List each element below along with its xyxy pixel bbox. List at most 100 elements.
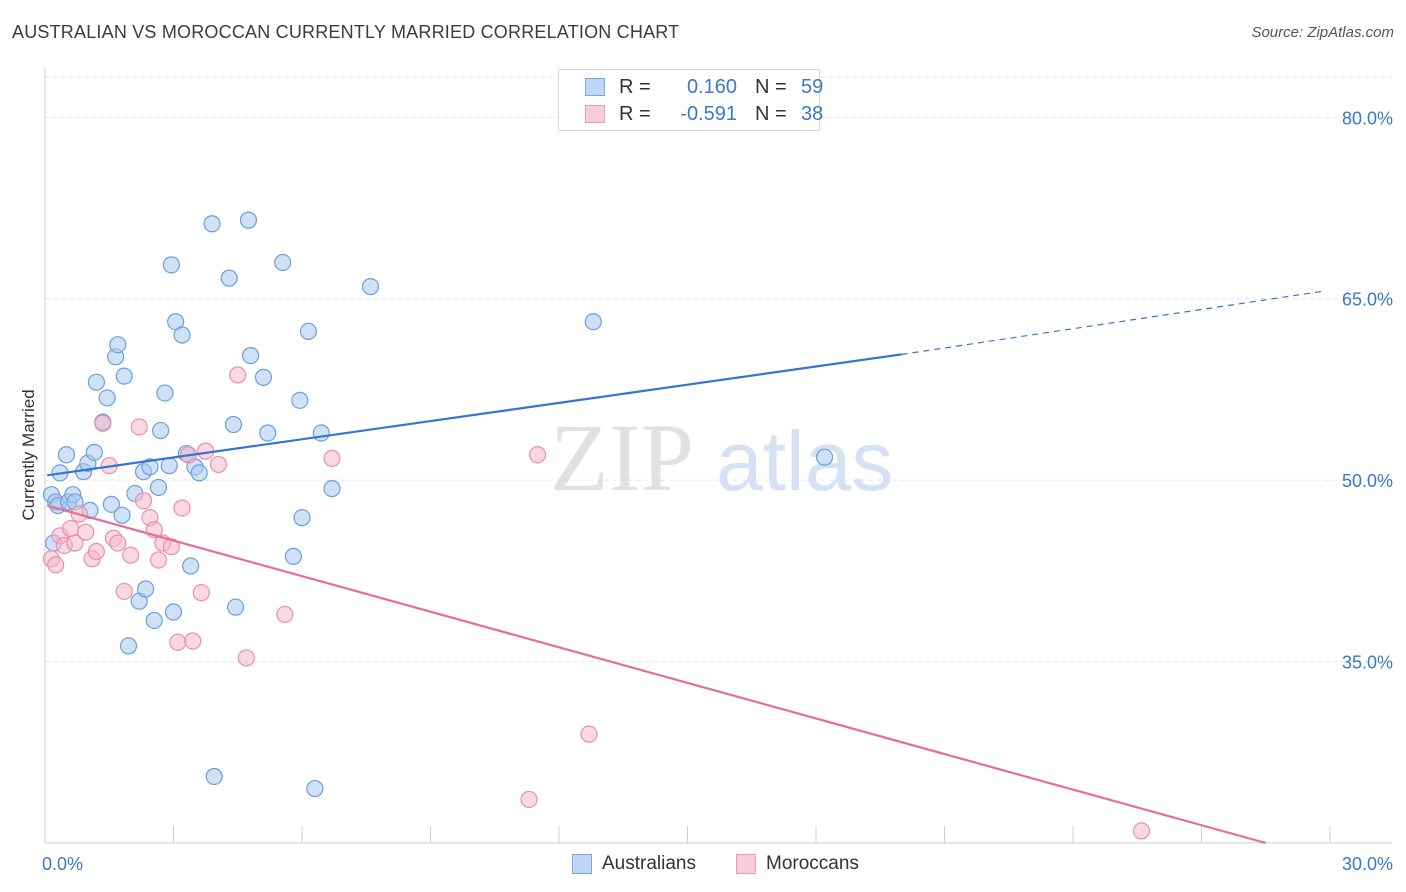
y-axis-label: Currently Married [19, 389, 38, 520]
point-australian [141, 458, 159, 476]
y-tick-label: 35.0% [1342, 653, 1393, 673]
point-australian [227, 598, 245, 616]
point-australian [160, 457, 178, 475]
point-australian [182, 557, 200, 575]
point-australian [323, 480, 341, 498]
point-australian [85, 443, 103, 461]
x-tick-label: 30.0% [1342, 854, 1393, 874]
point-moroccan [528, 446, 547, 464]
point-moroccan [229, 366, 247, 384]
point-moroccan [209, 455, 228, 474]
point-moroccan [47, 556, 65, 574]
point-moroccan [134, 492, 153, 510]
point-moroccan [77, 523, 95, 541]
point-australian [57, 446, 76, 464]
point-australian [815, 448, 834, 466]
point-australian [162, 256, 180, 274]
point-australian [312, 424, 330, 442]
legend-r-value: 0.160 [686, 75, 737, 98]
bottom-legend-swatch-pink [736, 854, 756, 874]
bottom-legend-australians: Australians [572, 852, 696, 876]
watermark-atlas: atlas [716, 414, 893, 508]
point-moroccan [115, 582, 133, 601]
point-australian [137, 580, 155, 598]
bottom-legend-label: Australians [602, 853, 696, 874]
point-moroccan [520, 790, 538, 809]
legend-n-value: 59 [801, 75, 824, 98]
point-australian [584, 313, 602, 331]
point-moroccan [169, 633, 187, 651]
point-australian [293, 509, 311, 527]
point-moroccan [192, 584, 210, 602]
point-australian [98, 389, 116, 407]
point-moroccan [130, 418, 148, 436]
grid-lines [45, 76, 1392, 663]
point-australian [145, 611, 163, 630]
legend-r-value: -0.591 [680, 102, 737, 125]
legend-n-value: 38 [801, 102, 824, 125]
point-australian [190, 464, 208, 482]
point-australian [119, 637, 138, 655]
legend-swatch-blue [585, 78, 605, 96]
trend-line-australians-extension [901, 290, 1322, 355]
point-australian [306, 779, 324, 798]
bottom-legend-swatch-blue [572, 854, 592, 874]
watermark: ZIP atlas [550, 404, 893, 511]
legend-swatch-pink [585, 105, 605, 123]
legend-n-label: N = [755, 75, 787, 98]
point-australian [156, 384, 174, 402]
point-australian [205, 767, 223, 786]
chart-title: AUSTRALIAN VS MOROCCAN CURRENTLY MARRIED… [12, 22, 680, 42]
bottom-legend-label: Moroccans [766, 853, 859, 874]
axes [44, 68, 1392, 844]
legend-row-australians: R = 0.160 N = 59 [585, 75, 823, 99]
point-moroccan [323, 449, 341, 467]
trend-lines [46, 290, 1322, 845]
point-moroccan [122, 546, 140, 564]
source-label: Source: ZipAtlas.com [1251, 24, 1394, 41]
point-moroccan [149, 551, 168, 569]
point-australian [284, 547, 303, 565]
series-australians [42, 211, 834, 798]
point-moroccan [276, 605, 294, 624]
trend-line-australians [46, 353, 902, 477]
bottom-legend-moroccans: Moroccans [736, 852, 859, 876]
legend-r-label: R = [619, 102, 651, 125]
point-moroccan [580, 725, 598, 743]
point-moroccan [162, 538, 180, 556]
point-australian [259, 424, 277, 442]
point-australian [115, 367, 133, 385]
x-tick-label: 0.0% [42, 854, 83, 874]
point-australian [149, 478, 168, 497]
point-australian [152, 421, 170, 440]
watermark-zip: ZIP [550, 404, 694, 511]
point-australian [203, 215, 221, 233]
point-australian [173, 326, 191, 344]
point-moroccan [87, 542, 106, 561]
point-australian [164, 603, 183, 621]
point-moroccan [66, 534, 84, 552]
point-australian [224, 415, 243, 434]
point-australian [87, 373, 106, 391]
point-australian [242, 346, 260, 365]
y-tick-label: 80.0% [1342, 108, 1393, 128]
legend-n-label: N = [755, 102, 787, 125]
point-australian [291, 391, 309, 409]
point-moroccan [62, 519, 80, 538]
point-australian [361, 278, 380, 296]
point-australian [254, 368, 273, 386]
point-australian [102, 495, 120, 513]
point-australian [109, 336, 127, 354]
trend-line-moroccans [46, 504, 1267, 845]
point-moroccan [173, 499, 191, 517]
point-moroccan [109, 534, 127, 552]
legend-r-label: R = [619, 75, 651, 98]
point-moroccan [1132, 822, 1151, 840]
series-moroccans [42, 366, 1151, 840]
point-australian [220, 269, 238, 287]
point-australian [274, 253, 292, 272]
point-australian [299, 322, 318, 341]
point-moroccan [184, 632, 202, 650]
point-australian [239, 211, 258, 229]
legend: R = 0.160 N = 59 R = -0.591 N = 38 [558, 69, 824, 131]
